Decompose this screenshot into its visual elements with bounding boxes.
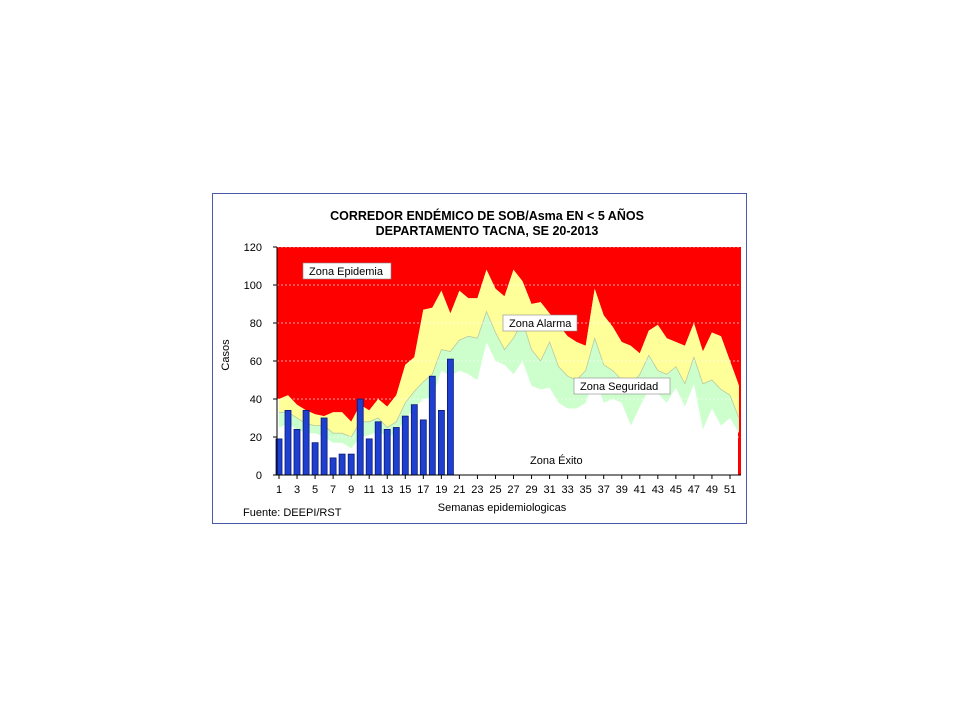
x-tick-label: 49: [706, 484, 718, 496]
bar-week-8: [338, 453, 346, 476]
x-tick-label: 33: [562, 484, 574, 496]
y-axis-label: Casos: [220, 339, 232, 371]
x-tick-label: 43: [652, 484, 664, 496]
x-tick-label: 11: [363, 484, 374, 496]
bar-week-3: [293, 428, 301, 476]
bar-week-10: [356, 398, 364, 476]
bar-week-11: [365, 438, 373, 476]
x-tick-label: 5: [312, 484, 318, 496]
zona-epidemia-area: [277, 247, 741, 422]
x-axis-label: Semanas epidemiologicas: [438, 502, 567, 514]
bar-week-14: [392, 427, 400, 476]
bar-week-5: [311, 442, 319, 476]
y-tick-label: 120: [244, 242, 262, 254]
bar-week-18: [428, 375, 436, 476]
x-tick-label: 45: [670, 484, 682, 496]
zone-label-box-alarma: [502, 314, 578, 332]
chart-subtitle: DEPARTAMENTO TACNA, SE 20-2013: [376, 224, 599, 238]
x-tick-label: 13: [381, 484, 393, 496]
bar-week-4: [302, 409, 310, 476]
bar-week-19: [437, 409, 445, 476]
x-tick-label: 47: [688, 484, 700, 496]
bar-week-16: [410, 404, 418, 476]
zone-label-seguridad: Zona Seguridad: [580, 381, 658, 393]
bar-week-15: [401, 415, 409, 476]
zona-epidemia-edge: [738, 247, 741, 475]
y-tick-label: 100: [244, 280, 262, 292]
x-tick-label: 39: [616, 484, 628, 496]
x-tick-label: 15: [399, 484, 411, 496]
y-tick-label: 60: [250, 356, 262, 368]
zone-label-box-epidemia: [302, 262, 392, 280]
x-tick-label: 31: [543, 484, 555, 496]
y-tick-label: 40: [250, 394, 262, 406]
y-tick-label: 80: [250, 318, 262, 330]
zone-label-alarma: Zona Alarma: [509, 318, 572, 330]
x-tick-label: 7: [330, 484, 336, 496]
zone-label-box-seguridad: [573, 377, 671, 395]
bar-week-12: [374, 421, 382, 476]
bar-week-9: [347, 453, 355, 476]
chart-title: CORREDOR ENDÉMICO DE SOB/Asma EN < 5 AÑO…: [330, 208, 644, 223]
bar-week-7: [329, 457, 337, 476]
x-tick-label: 21: [453, 484, 465, 496]
x-tick-label: 1: [276, 484, 282, 496]
bar-week-2: [284, 409, 292, 476]
source-note: Fuente: DEEPI/RST: [243, 507, 342, 519]
zone-label-exito: Zona Éxito: [530, 454, 583, 467]
bar-week-13: [383, 428, 391, 476]
x-tick-label: 35: [580, 484, 592, 496]
x-tick-label: 9: [348, 484, 354, 496]
x-tick-label: 25: [489, 484, 501, 496]
x-tick-label: 23: [471, 484, 483, 496]
x-tick-label: 19: [435, 484, 447, 496]
x-tick-label: 37: [598, 484, 610, 496]
zone-label-epidemia: Zona Epidemia: [309, 266, 384, 278]
x-tick-label: 41: [634, 484, 646, 496]
chart-frame: CORREDOR ENDÉMICO DE SOB/Asma EN < 5 AÑO…: [212, 193, 747, 524]
median-line: [279, 310, 740, 438]
y-tick-label: 0: [256, 470, 262, 482]
x-tick-label: 27: [507, 484, 519, 496]
bar-week-6: [320, 417, 328, 476]
bar-week-20: [446, 358, 454, 476]
x-tick-label: 3: [294, 484, 300, 496]
chart-svg: CORREDOR ENDÉMICO DE SOB/Asma EN < 5 AÑO…: [220, 208, 741, 519]
x-tick-label: 17: [417, 484, 429, 496]
bar-week-17: [419, 419, 427, 476]
x-tick-label: 51: [724, 484, 736, 496]
y-tick-label: 20: [250, 432, 262, 444]
x-tick-label: 29: [525, 484, 537, 496]
